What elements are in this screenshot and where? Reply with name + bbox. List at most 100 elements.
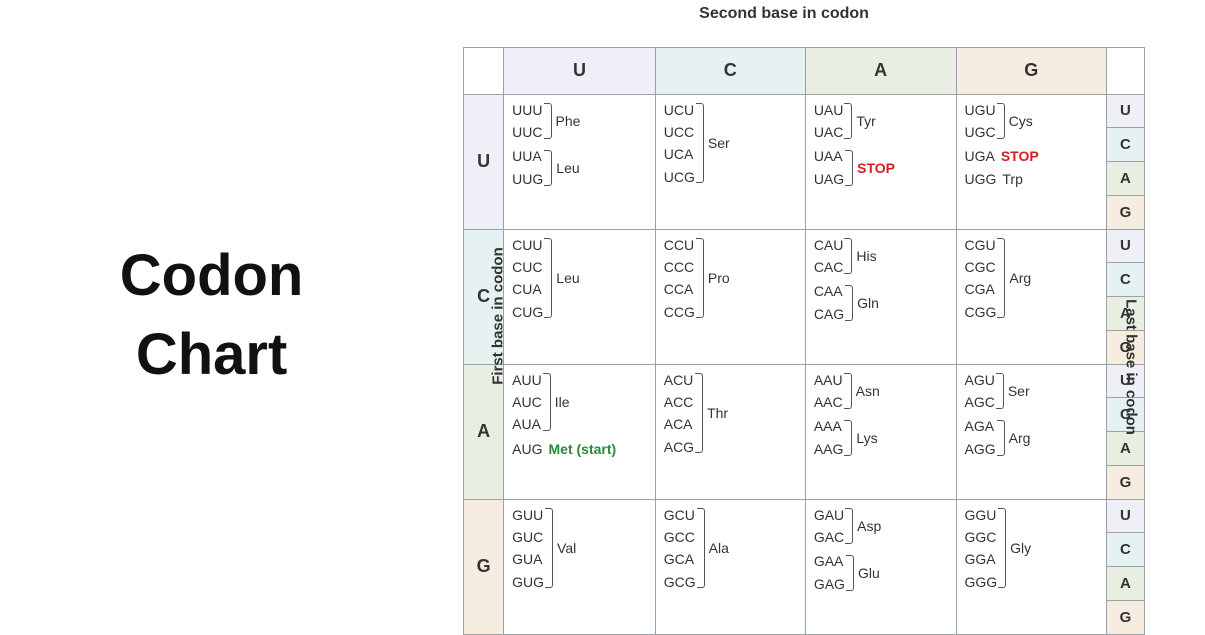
cell-GG: GGUGGCGGAGGG Gly — [956, 499, 1106, 634]
corner-cell — [464, 47, 504, 94]
codon: UUA — [512, 145, 543, 167]
codon-list: AGUAGC — [965, 369, 995, 414]
amino-acid-label: Gly — [1010, 540, 1031, 556]
cell-GC: GCUGCCGCAGCGAla — [655, 499, 805, 634]
bracket-icon — [844, 238, 852, 274]
amino-acid-label: Thr — [707, 405, 728, 421]
codon-list: GAAGAG — [814, 550, 845, 595]
amino-acid-label: Ser — [708, 135, 730, 151]
codon-list: GAUGAC — [814, 504, 844, 549]
third-base-U-C: C — [1106, 128, 1144, 162]
corner-cell-right — [1106, 47, 1144, 94]
third-base-U-U: U — [1106, 94, 1144, 128]
bracket-icon — [844, 420, 852, 456]
codon: GAA — [814, 550, 845, 572]
codon-group: UAAUAGSTOP — [814, 145, 952, 190]
codon: CUU — [512, 234, 543, 256]
codon: GUC — [512, 526, 544, 548]
codon: GGU — [965, 504, 998, 526]
codon: CUC — [512, 256, 543, 278]
amino-acid-label: Val — [557, 540, 576, 556]
codon: CGC — [965, 256, 997, 278]
codon-list: CCUCCCCCACCG — [664, 234, 695, 324]
amino-acid-label: Cys — [1009, 113, 1033, 129]
amino-acid-label: Phe — [556, 113, 581, 129]
codon: ACU — [664, 369, 694, 391]
axis-label-right: Last base in codon — [1123, 299, 1140, 435]
bracket-icon — [845, 508, 853, 544]
codon: CCC — [664, 256, 695, 278]
codon-list: AUUAUCAUA — [512, 369, 542, 436]
page-title-line2: Chart — [0, 316, 423, 394]
codon-list: CAACAG — [814, 280, 844, 325]
codon-list: UCUUCCUCAUCG — [664, 99, 695, 189]
cell-AG: AGUAGC Ser AGAAGGArg — [956, 364, 1106, 499]
codon: AGU — [965, 369, 995, 391]
codon-group: AGAAGGArg — [965, 415, 1102, 460]
codon-group: AAUAACAsn — [814, 369, 952, 414]
amino-acid-label: Glu — [858, 565, 880, 581]
bracket-icon — [697, 508, 705, 588]
codon: CAA — [814, 280, 844, 302]
codon-list: GGUGGCGGAGGG — [965, 504, 998, 594]
third-base-A-A: A — [1106, 432, 1144, 466]
axis-label-left: First base in codon — [489, 247, 506, 385]
codon: AGC — [965, 391, 995, 413]
bracket-icon — [544, 103, 552, 139]
codon: UCA — [664, 143, 695, 165]
col-header-U: U — [504, 47, 656, 94]
codon: GUU — [512, 504, 544, 526]
amino-acid-label: Leu — [556, 160, 579, 176]
codon-list: AAAAAG — [814, 415, 844, 460]
cell-UU: UUUUUC Phe UUAUUG Leu — [504, 94, 656, 229]
bracket-icon — [544, 238, 552, 318]
bracket-icon — [543, 373, 551, 431]
third-base-C-U: U — [1106, 229, 1144, 263]
bracket-icon — [998, 508, 1006, 588]
amino-acid-label: Arg — [1009, 430, 1031, 446]
col-header-C: C — [655, 47, 805, 94]
cell-AU: AUUAUCAUAIleAUGMet (start) — [504, 364, 656, 499]
codon: ACC — [664, 391, 694, 413]
codon: AUA — [512, 413, 542, 435]
codon-group: UGGTrp — [965, 168, 1102, 190]
codon-group: UUUUUC Phe — [512, 99, 651, 144]
codon-group: UUAUUG Leu — [512, 145, 651, 190]
row-header-G: G — [464, 499, 504, 634]
codon-group: UGASTOP — [965, 145, 1102, 167]
codon: UGC — [965, 121, 996, 143]
codon: UAU — [814, 99, 844, 121]
codon-group: AUUAUCAUAIle — [512, 369, 651, 436]
amino-acid-label: Lys — [856, 430, 877, 446]
third-base-A-G: G — [1106, 465, 1144, 499]
codon-list: UUUUUC — [512, 99, 542, 144]
codon: GAG — [814, 573, 845, 595]
codon-chart: Second base in codon First base in codon… — [423, 0, 1205, 635]
bracket-icon — [845, 150, 853, 186]
bracket-icon — [996, 373, 1004, 409]
codon: UCG — [664, 166, 695, 188]
bracket-icon — [545, 508, 553, 588]
codon: GGA — [965, 548, 998, 570]
codon: CCA — [664, 278, 695, 300]
codon-group: CAUCACHis — [814, 234, 952, 279]
codon: UCU — [664, 99, 695, 121]
row-header-U: U — [464, 94, 504, 229]
codon-list: UUAUUG — [512, 145, 543, 190]
codon-list: GUUGUCGUAGUG — [512, 504, 544, 594]
amino-acid-label: Ala — [709, 540, 729, 556]
codon-list: CGUCGCCGACGG — [965, 234, 997, 324]
codon-group: GCUGCCGCAGCGAla — [664, 504, 801, 594]
codon: UAC — [814, 121, 844, 143]
bracket-icon — [997, 103, 1005, 139]
cell-GA: GAUGACAspGAAGAGGlu — [805, 499, 956, 634]
codon: UAG — [814, 168, 844, 190]
amino-acid-label: Ser — [1008, 383, 1030, 399]
codon-group: AAAAAG Lys — [814, 415, 952, 460]
amino-acid-label: Tyr — [856, 113, 875, 129]
codon-group: CUUCUCCUACUGLeu — [512, 234, 651, 324]
amino-acid-label: Pro — [708, 270, 730, 286]
codon: UGU — [965, 99, 996, 121]
codon: UGA — [965, 145, 995, 167]
amino-acid-label: Leu — [556, 270, 579, 286]
